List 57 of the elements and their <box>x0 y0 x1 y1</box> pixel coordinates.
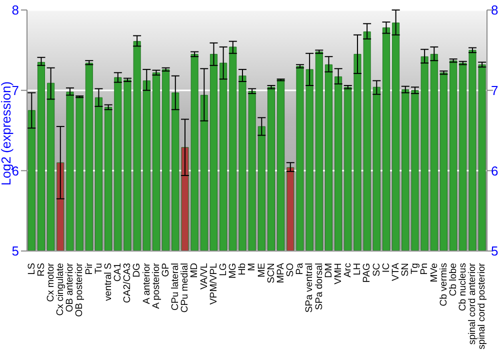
x-tick-label: LS <box>26 263 38 275</box>
x-tick-label: Pir <box>84 262 95 275</box>
x-tick-label: PAG <box>362 263 373 283</box>
x-tick-label: Cb lobe <box>448 263 459 296</box>
x-tick-label: VPM/VPL <box>208 262 220 305</box>
x-tick-label: CA1 <box>112 263 124 282</box>
x-tick-label: MD <box>189 262 200 278</box>
x-tick-label: MPA <box>275 262 286 284</box>
y2-tick-label: 5 <box>491 244 498 259</box>
x-tick-label: DM <box>323 262 334 278</box>
y-tick-label: 8 <box>12 2 19 18</box>
x-tick-label: Pn <box>419 263 430 275</box>
x-tick-label: VA/VL <box>198 262 210 290</box>
x-tick-label: LH <box>352 262 364 276</box>
y2-tick-label: 6 <box>491 163 498 178</box>
x-tick-label: spinal cord anterior <box>467 262 478 345</box>
x-tick-label: SPa dorsal <box>314 263 325 310</box>
x-tick-label: CPu lateral <box>170 263 182 310</box>
x-tick-label: ME <box>256 263 268 278</box>
x-tick-label: Arc <box>342 262 354 278</box>
x-tick-label: VMH <box>332 262 344 284</box>
x-tick-label: OB posterior <box>74 262 86 317</box>
x-tick-label: GP <box>160 263 172 277</box>
x-tick-label: A anterior <box>141 262 152 304</box>
x-tick-label: spinal cord posterior <box>476 262 488 350</box>
x-tick-label: DG <box>132 263 143 278</box>
x-tick-label: ventral S <box>102 263 114 301</box>
x-tick-label: Tu <box>93 263 104 274</box>
x-tick-label: OB anterior <box>64 262 76 312</box>
y-axis-title: Log2 (expression) <box>0 81 14 186</box>
x-tick-label: Cx motor <box>45 262 56 302</box>
x-tick-label: Pa <box>294 262 306 275</box>
y2-tick-label: 8 <box>491 2 498 18</box>
x-tick-label: SPa ventral <box>304 263 316 313</box>
x-tick-label: LG <box>218 263 229 276</box>
x-tick-label: SN <box>400 262 412 276</box>
x-tick-label: Cb vermis <box>438 262 450 306</box>
x-tick-label: Tg <box>410 263 421 274</box>
x-tick-label: SCN <box>266 262 277 284</box>
y-tick-label: 7 <box>12 82 19 98</box>
y2-tick-label: 7 <box>491 82 498 98</box>
x-tick-label: MVe <box>428 263 440 282</box>
x-tick-label: SO <box>285 263 296 277</box>
x-tick-label: M <box>246 263 258 271</box>
x-tick-label: IC <box>380 262 392 273</box>
y-tick-label: 5 <box>12 244 19 259</box>
x-tick-label: SC <box>371 262 382 276</box>
x-tick-label: A posterior <box>150 262 162 309</box>
y-tick-label: 6 <box>12 163 19 178</box>
x-tick-label: CA2/CA3 <box>122 263 134 303</box>
x-tick-label: MG <box>228 263 239 278</box>
x-tick-label: RS <box>36 263 47 276</box>
x-tick-label: Cx cingulate <box>55 263 66 316</box>
x-tick-label: VTA <box>390 262 402 281</box>
x-tick-label: CPu medial <box>180 263 191 313</box>
x-tick-label: Cb nucleus <box>458 262 469 311</box>
x-tick-label: Hb <box>237 263 248 276</box>
